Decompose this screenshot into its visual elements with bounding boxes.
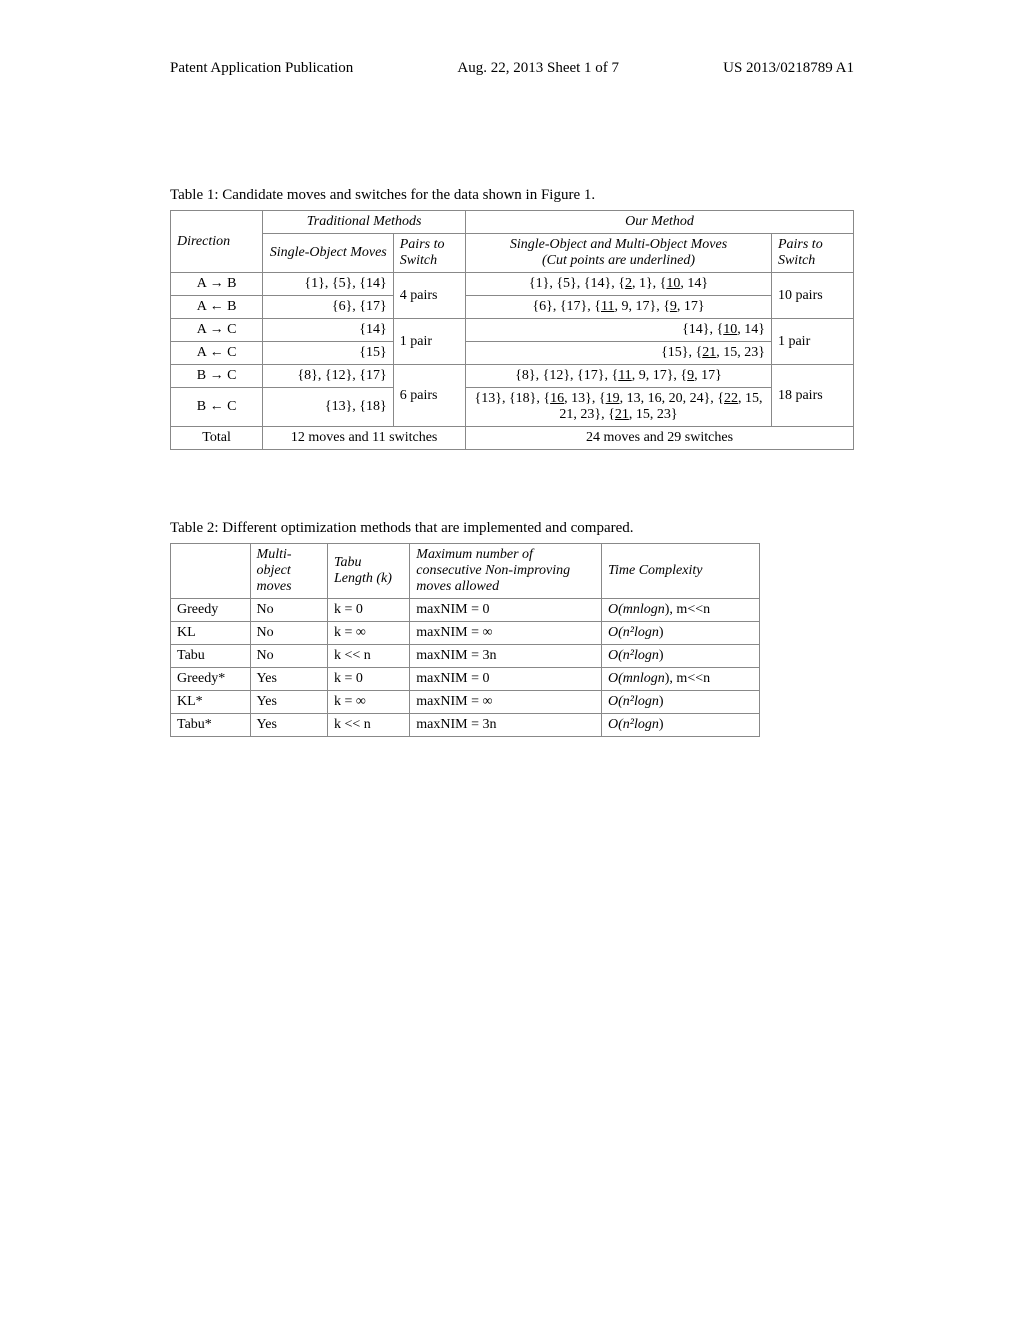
cell-name: Tabu*	[171, 714, 251, 737]
cell-name: Tabu	[171, 645, 251, 668]
table-row: A → C {14} 1 pair {14}, {10, 14} 1 pair	[171, 319, 854, 342]
table1: Direction Traditional Methods Our Method…	[170, 210, 854, 450]
cell-mo: No	[250, 622, 327, 645]
table-row: A ← C {15} {15}, {21, 15, 23}	[171, 342, 854, 365]
cell-k: k = 0	[328, 668, 410, 691]
table-row-total: Total 12 moves and 11 switches 24 moves …	[171, 427, 854, 450]
t1-h-direction: Direction	[171, 211, 263, 273]
cell-k: k << n	[328, 645, 410, 668]
cell-so: {1}, {5}, {14}	[263, 273, 394, 296]
cell-name: Greedy	[171, 599, 251, 622]
cell-dir: A → C	[171, 319, 263, 342]
cell-tc: O(mnlogn), m<<n	[601, 599, 759, 622]
cell-mo: {15}, {21, 15, 23}	[466, 342, 772, 365]
table-row: GreedyNok = 0maxNIM = 0O(mnlogn), m<<n	[171, 599, 760, 622]
cell-pairs: 6 pairs	[393, 365, 465, 427]
cell-k: k << n	[328, 714, 410, 737]
cell-name: Greedy*	[171, 668, 251, 691]
cell-pairs2: 10 pairs	[771, 273, 853, 319]
cell-tc: O(n²logn)	[601, 691, 759, 714]
table2-caption: Table 2: Different optimization methods …	[170, 520, 854, 537]
cell-k: k = ∞	[328, 691, 410, 714]
cell-pairs: 1 pair	[393, 319, 465, 365]
table1-head-row1: Direction Traditional Methods Our Method	[171, 211, 854, 234]
cell-mo: Yes	[250, 714, 327, 737]
t2-h-max: Maximum number of consecutive Non-improv…	[410, 544, 602, 599]
cell-mo: Yes	[250, 691, 327, 714]
cell-so: {14}	[263, 319, 394, 342]
table-row: KL*Yesk = ∞maxNIM = ∞O(n²logn)	[171, 691, 760, 714]
cell-total-trad: 12 moves and 11 switches	[263, 427, 466, 450]
t1-h-pairs1: Pairs to Switch	[393, 234, 465, 273]
cell-max: maxNIM = 0	[410, 599, 602, 622]
header-left: Patent Application Publication	[170, 60, 353, 77]
cell-max: maxNIM = 3n	[410, 645, 602, 668]
t1-h-trad: Traditional Methods	[263, 211, 466, 234]
header-right: US 2013/0218789 A1	[723, 60, 854, 77]
cell-tc: O(n²logn)	[601, 622, 759, 645]
t2-h-blank	[171, 544, 251, 599]
cell-mo: {14}, {10, 14}	[466, 319, 772, 342]
cell-tc: O(mnlogn), m<<n	[601, 668, 759, 691]
cell-name: KL	[171, 622, 251, 645]
cell-mo: {13}, {18}, {16, 13}, {19, 13, 16, 20, 2…	[466, 388, 772, 427]
cell-mo: No	[250, 645, 327, 668]
table-row: Greedy*Yesk = 0maxNIM = 0O(mnlogn), m<<n	[171, 668, 760, 691]
cell-dir: B ← C	[171, 388, 263, 427]
cell-pairs2: 1 pair	[771, 319, 853, 365]
t1-h-our: Our Method	[466, 211, 854, 234]
cell-so: {15}	[263, 342, 394, 365]
page-header: Patent Application Publication Aug. 22, …	[170, 60, 854, 77]
cell-mo: No	[250, 599, 327, 622]
cell-max: maxNIM = 3n	[410, 714, 602, 737]
cell-pairs: 4 pairs	[393, 273, 465, 319]
cell-mo: Yes	[250, 668, 327, 691]
cell-name: KL*	[171, 691, 251, 714]
cell-so: {13}, {18}	[263, 388, 394, 427]
cell-dir: A ← B	[171, 296, 263, 319]
cell-mo: {6}, {17}, {11, 9, 17}, {9, 17}	[466, 296, 772, 319]
table-row: A → B {1}, {5}, {14} 4 pairs {1}, {5}, {…	[171, 273, 854, 296]
cell-pairs2: 18 pairs	[771, 365, 853, 427]
cell-total-label: Total	[171, 427, 263, 450]
t1-h-single: Single-Object Moves	[263, 234, 394, 273]
cell-total-our: 24 moves and 29 switches	[466, 427, 854, 450]
t1-h-pairs2: Pairs to Switch	[771, 234, 853, 273]
table-row: B → C {8}, {12}, {17} 6 pairs {8}, {12},…	[171, 365, 854, 388]
table-row: B ← C {13}, {18} {13}, {18}, {16, 13}, {…	[171, 388, 854, 427]
table1-head-row2: Single-Object Moves Pairs to Switch Sing…	[171, 234, 854, 273]
cell-max: maxNIM = ∞	[410, 622, 602, 645]
t2-h-mo: Multi-object moves	[250, 544, 327, 599]
cell-k: k = 0	[328, 599, 410, 622]
cell-dir: B → C	[171, 365, 263, 388]
cell-dir: A → B	[171, 273, 263, 296]
table-row: A ← B {6}, {17} {6}, {17}, {11, 9, 17}, …	[171, 296, 854, 319]
table2: Multi-object moves Tabu Length (k) Maxim…	[170, 543, 760, 737]
table-row: KLNok = ∞maxNIM = ∞O(n²logn)	[171, 622, 760, 645]
t2-h-tc: Time Complexity	[601, 544, 759, 599]
header-center: Aug. 22, 2013 Sheet 1 of 7	[457, 60, 619, 77]
table2-head-row: Multi-object moves Tabu Length (k) Maxim…	[171, 544, 760, 599]
t1-h-multi: Single-Object and Multi-Object Moves (Cu…	[466, 234, 772, 273]
page: Patent Application Publication Aug. 22, …	[0, 0, 1024, 1320]
cell-k: k = ∞	[328, 622, 410, 645]
cell-dir: A ← C	[171, 342, 263, 365]
cell-so: {8}, {12}, {17}	[263, 365, 394, 388]
cell-max: maxNIM = ∞	[410, 691, 602, 714]
cell-mo: {8}, {12}, {17}, {11, 9, 17}, {9, 17}	[466, 365, 772, 388]
t2-h-k: Tabu Length (k)	[328, 544, 410, 599]
cell-tc: O(n²logn)	[601, 714, 759, 737]
cell-max: maxNIM = 0	[410, 668, 602, 691]
table1-caption: Table 1: Candidate moves and switches fo…	[170, 187, 854, 204]
table-row: TabuNok << nmaxNIM = 3nO(n²logn)	[171, 645, 760, 668]
table-row: Tabu*Yesk << nmaxNIM = 3nO(n²logn)	[171, 714, 760, 737]
cell-so: {6}, {17}	[263, 296, 394, 319]
cell-mo: {1}, {5}, {14}, {2, 1}, {10, 14}	[466, 273, 772, 296]
cell-tc: O(n²logn)	[601, 645, 759, 668]
